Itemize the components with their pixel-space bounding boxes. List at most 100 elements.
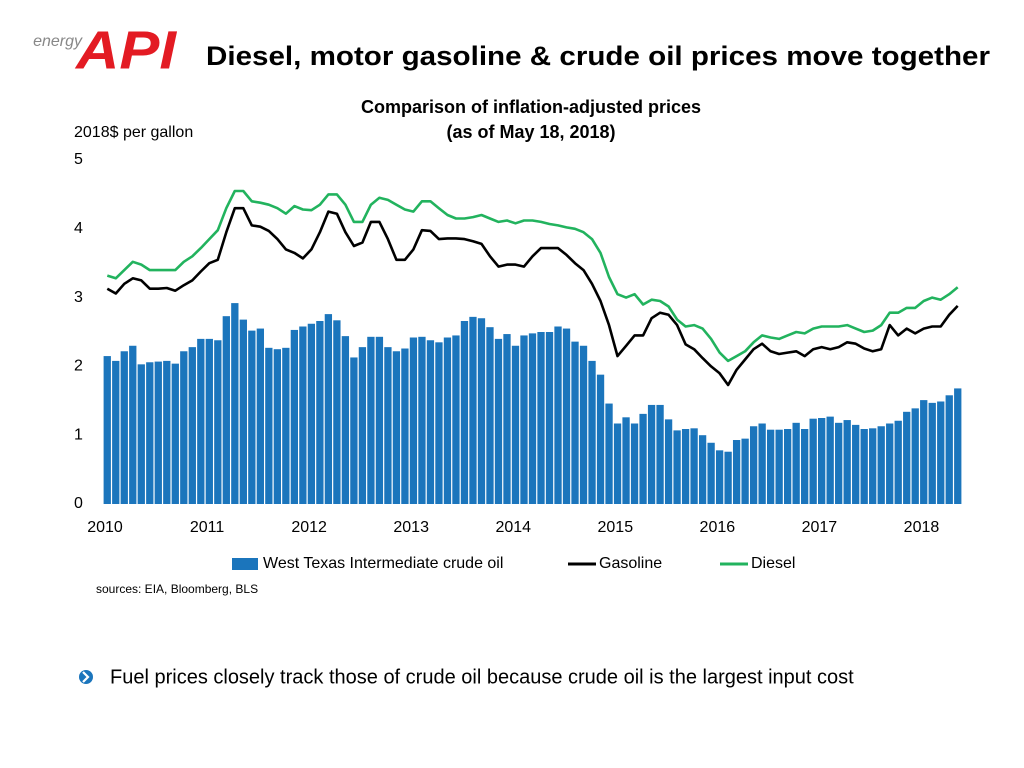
- y-tick-label: 5: [74, 151, 83, 168]
- slide-title: Diesel, motor gasoline & crude oil price…: [206, 41, 991, 71]
- bar: [562, 328, 571, 504]
- source-note: sources: EIA, Bloomberg, BLS: [96, 582, 258, 596]
- bar: [103, 356, 111, 504]
- bar: [358, 347, 367, 504]
- bar: [299, 326, 307, 504]
- bar: [613, 423, 622, 504]
- bar: [749, 426, 758, 504]
- bar: [273, 349, 282, 504]
- bar: [715, 450, 724, 504]
- bar: [860, 429, 868, 504]
- bar: [792, 422, 800, 504]
- bar: [783, 429, 792, 504]
- bar: [316, 320, 324, 504]
- bar: [698, 435, 707, 504]
- bar: [146, 362, 154, 504]
- y-tick-label: 1: [74, 426, 83, 443]
- bar: [350, 357, 358, 504]
- legend-label: Diesel: [751, 555, 795, 572]
- bar: [818, 418, 826, 504]
- bar: [545, 332, 554, 504]
- bar: [528, 333, 537, 504]
- bar: [537, 332, 545, 504]
- x-tick-label: 2011: [190, 519, 225, 536]
- bullet-icon: [79, 670, 93, 684]
- bar: [392, 351, 401, 504]
- bar: [758, 423, 766, 504]
- bar: [460, 320, 469, 504]
- bar: [486, 327, 494, 504]
- bar: [443, 337, 452, 504]
- bar: [835, 422, 843, 504]
- logo-tagline: energy: [33, 33, 83, 50]
- bar: [945, 395, 953, 504]
- bar: [520, 335, 528, 504]
- bar: [766, 429, 775, 504]
- bar: [205, 338, 213, 504]
- bar: [605, 403, 613, 504]
- bar: [937, 401, 945, 504]
- x-tick-label: 2014: [495, 519, 531, 536]
- bar: [290, 329, 299, 504]
- bar: [511, 345, 520, 504]
- bullet-text: Fuel prices closely track those of crude…: [110, 666, 854, 688]
- bar: [894, 420, 902, 504]
- x-tick-label: 2018: [904, 519, 940, 536]
- bar: [137, 364, 145, 504]
- bar: [163, 360, 171, 504]
- y-axis-label: 2018$ per gallon: [74, 124, 193, 141]
- x-tick-label: 2016: [700, 519, 736, 536]
- bar: [333, 320, 341, 504]
- bar: [588, 360, 596, 504]
- bar: [188, 347, 196, 504]
- chart-subtitle: (as of May 18, 2018): [446, 122, 615, 142]
- y-tick-label: 4: [74, 220, 83, 237]
- bar: [920, 400, 928, 504]
- bar: [477, 318, 486, 504]
- bar: [869, 428, 877, 504]
- bar: [622, 417, 630, 504]
- bar: [630, 423, 639, 504]
- bar: [707, 442, 715, 504]
- bar: [673, 430, 681, 504]
- bar: [129, 345, 137, 504]
- bar: [282, 347, 290, 504]
- bar: [180, 351, 188, 504]
- bar: [579, 345, 588, 504]
- bar: [341, 336, 350, 504]
- bar: [375, 336, 384, 504]
- y-tick-label: 3: [74, 289, 83, 306]
- chart-title: Comparison of inflation-adjusted prices: [361, 97, 701, 117]
- bar: [214, 340, 222, 504]
- bar: [112, 360, 120, 504]
- bar: [265, 347, 273, 504]
- bar: [171, 363, 179, 504]
- bar: [222, 316, 230, 504]
- bar: [877, 426, 885, 504]
- legend-swatch: [232, 558, 258, 570]
- bar: [954, 388, 962, 504]
- bar: [775, 429, 783, 504]
- legend-label: West Texas Intermediate crude oil: [263, 555, 503, 572]
- bar: [409, 337, 418, 504]
- bar: [656, 404, 664, 504]
- bar: [154, 361, 162, 504]
- bar: [239, 319, 247, 504]
- bar: [647, 404, 656, 504]
- bar: [903, 411, 911, 504]
- legend-label: Gasoline: [599, 555, 662, 572]
- bar: [494, 338, 503, 504]
- bar: [554, 326, 562, 504]
- bar: [307, 323, 316, 504]
- bar: [248, 330, 256, 504]
- bar: [231, 303, 239, 504]
- bar: [435, 342, 443, 504]
- bar: [741, 438, 749, 504]
- bar: [256, 328, 264, 504]
- bar: [571, 341, 579, 504]
- bar: [690, 428, 698, 504]
- bar: [639, 413, 647, 504]
- bar: [418, 336, 426, 504]
- bar: [384, 347, 392, 504]
